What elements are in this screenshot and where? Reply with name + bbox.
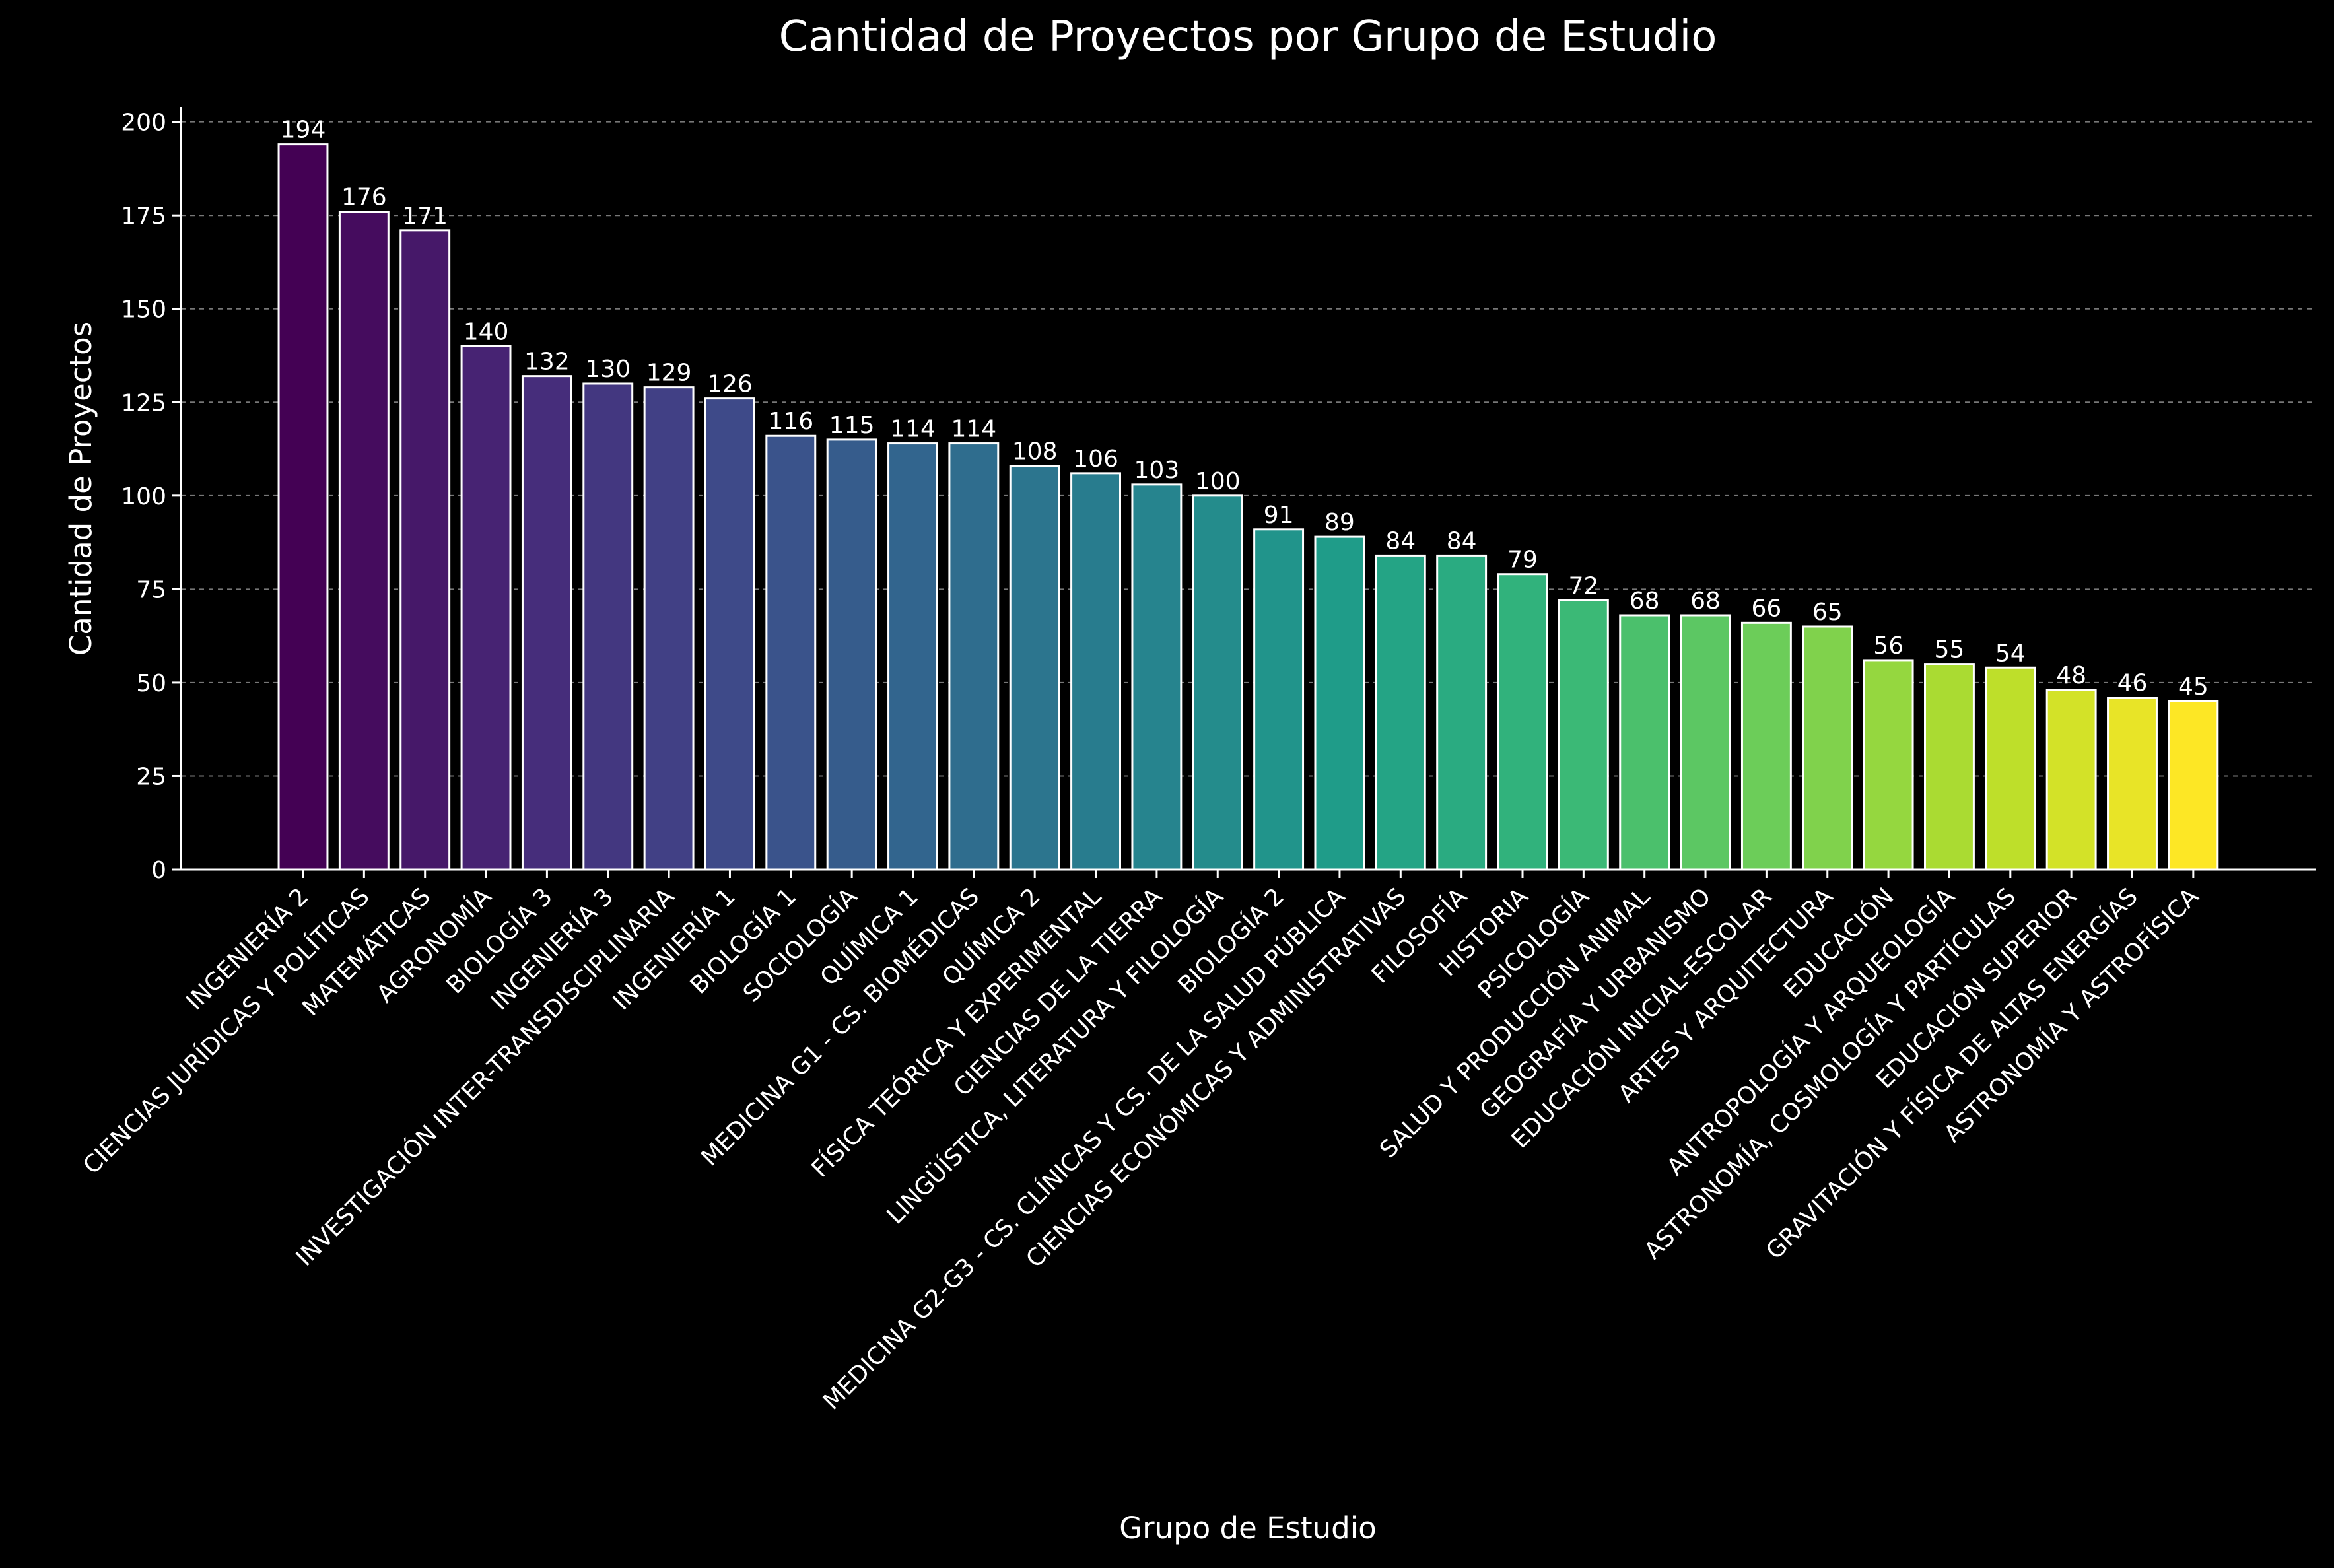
chart-title: Cantidad de Proyectos por Grupo de Estud… (779, 13, 1717, 61)
bar-value-label: 84 (1447, 528, 1477, 555)
bar-value-label: 48 (2056, 662, 2086, 689)
x-tick-label: CIENCIAS JURÍDICAS Y POLÍTICAS (78, 883, 375, 1180)
bars (277, 143, 2219, 871)
bar-value-label: 114 (890, 416, 936, 443)
bar-value-label: 103 (1134, 457, 1180, 484)
x-tick-label: BIOLOGÍA 1 (685, 883, 802, 1000)
y-tick-label: 0 (151, 857, 166, 884)
bar (399, 229, 451, 871)
bar (338, 211, 390, 871)
bar-value-label: 108 (1012, 438, 1058, 465)
y-axis-title: Cantidad de Proyectos (63, 322, 98, 656)
bar (277, 143, 329, 871)
bar (1192, 494, 1243, 871)
y-tick-label: 50 (136, 670, 166, 697)
bar (1924, 663, 1975, 871)
bar-value-label: 55 (1935, 636, 1965, 664)
bar (948, 442, 1000, 871)
bar (1436, 554, 1488, 871)
y-tick-label: 25 (136, 763, 166, 790)
bar (1375, 554, 1426, 871)
bar-value-label: 129 (646, 360, 692, 387)
y-tick-label: 75 (136, 576, 166, 603)
bar-value-label: 68 (1630, 588, 1660, 615)
bar-value-label: 194 (281, 117, 326, 144)
bar-value-label: 176 (341, 184, 387, 211)
bar (2107, 697, 2158, 871)
bar-value-label: 114 (951, 416, 996, 443)
bar-value-label: 115 (829, 412, 875, 439)
bar (1740, 621, 1792, 871)
y-tick-label: 100 (121, 483, 166, 510)
bar-value-label: 54 (1995, 640, 2026, 667)
bar (643, 386, 695, 871)
bar-value-label: 126 (707, 371, 753, 398)
x-tick-label: BIOLOGÍA 3 (441, 883, 558, 1000)
bar-value-label: 46 (2117, 670, 2148, 697)
bar (582, 382, 634, 871)
bar (1070, 472, 1121, 871)
bar (826, 438, 877, 871)
bar-value-label: 84 (1385, 528, 1416, 555)
bar (1680, 614, 1731, 871)
bar-value-label: 100 (1195, 468, 1241, 495)
bar (1558, 599, 1609, 871)
bar-value-label: 140 (463, 318, 509, 345)
y-tick-label: 125 (121, 390, 166, 417)
bar (1985, 666, 2036, 871)
bar (887, 442, 938, 871)
data-labels: 194 176 171 140 132 130 129 126 116 115 114 114 108 1… (281, 117, 2209, 701)
bar-value-label: 91 (1264, 502, 1294, 529)
bar-value-label: 66 (1751, 595, 1781, 622)
bar-value-label: 79 (1507, 547, 1538, 574)
bar (460, 345, 512, 871)
bar (1863, 659, 1914, 871)
bar-value-label: 72 (1568, 572, 1598, 599)
bar (1009, 465, 1060, 871)
bar-value-label: 89 (1324, 509, 1355, 536)
bar (765, 434, 817, 871)
bar-value-label: 132 (524, 349, 570, 376)
bar-value-label: 45 (2178, 673, 2209, 700)
bar (1314, 535, 1365, 871)
y-tick-label: 150 (121, 296, 166, 324)
bar (1802, 625, 1853, 871)
bar (2045, 689, 2097, 871)
bar (1619, 614, 1670, 871)
bar (1131, 483, 1183, 871)
y-tick-label: 200 (121, 110, 166, 137)
y-tick-label: 175 (121, 203, 166, 230)
bar-value-label: 106 (1073, 446, 1118, 473)
bar (1497, 573, 1548, 871)
bar-value-label: 130 (585, 356, 631, 383)
x-tick-label: BIOLOGÍA 2 (1173, 883, 1289, 1000)
bar (1253, 528, 1305, 871)
bar-value-label: 116 (768, 408, 813, 435)
bar-value-label: 171 (402, 203, 448, 230)
bar-value-label: 68 (1690, 588, 1721, 615)
bar-value-label: 65 (1812, 599, 1843, 626)
bar (521, 375, 572, 871)
bar (2168, 700, 2219, 871)
x-axis-title: Grupo de Estudio (1119, 1511, 1377, 1546)
bar (704, 397, 755, 871)
bar-value-label: 56 (1873, 632, 1904, 660)
